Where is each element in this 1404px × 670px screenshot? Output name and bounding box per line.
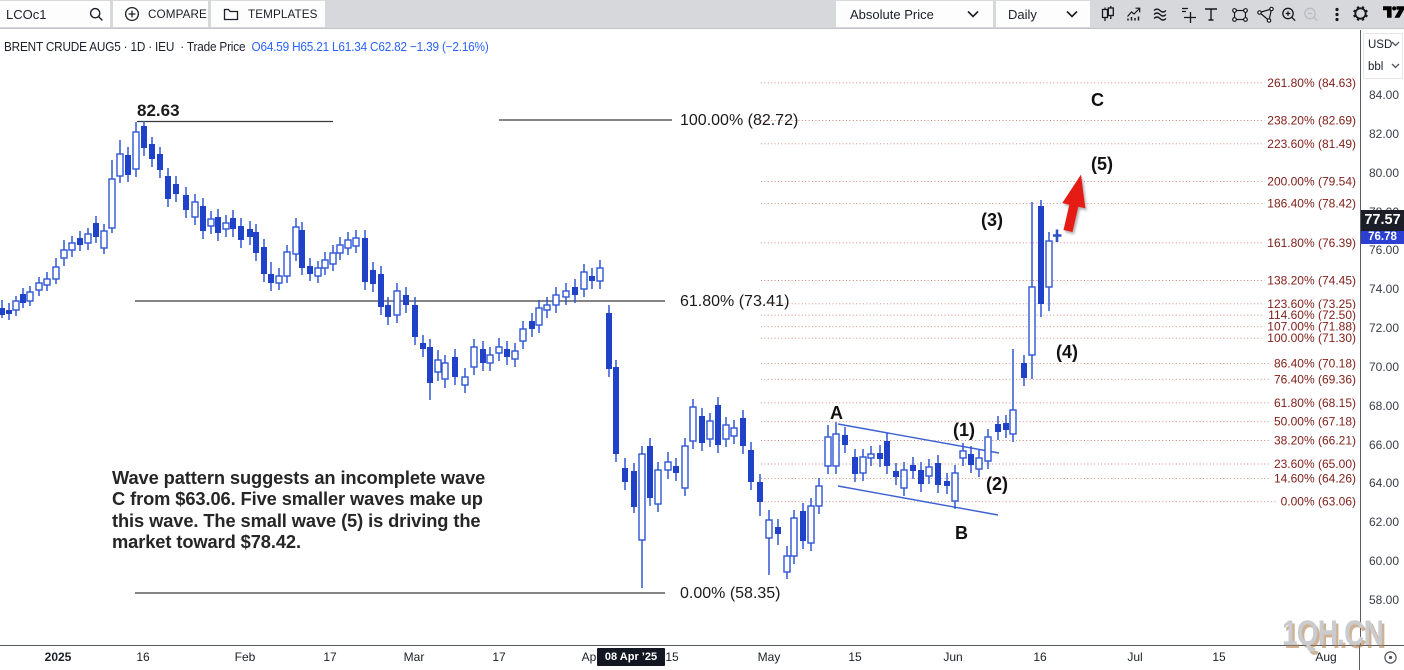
svg-text:50.00% (67.18): 50.00% (67.18) bbox=[1274, 415, 1356, 429]
svg-text:161.80% (76.39): 161.80% (76.39) bbox=[1267, 236, 1356, 250]
svg-text:100.00% (71.30): 100.00% (71.30) bbox=[1267, 331, 1356, 345]
svg-text:0.00% (58.35): 0.00% (58.35) bbox=[680, 585, 781, 602]
svg-text:61.80% (73.41): 61.80% (73.41) bbox=[680, 293, 789, 310]
svg-text:238.20% (82.69): 238.20% (82.69) bbox=[1267, 114, 1356, 128]
svg-text:(4): (4) bbox=[1056, 342, 1078, 362]
svg-text:38.20% (66.21): 38.20% (66.21) bbox=[1274, 434, 1356, 448]
svg-text:100.00% (82.72): 100.00% (82.72) bbox=[680, 112, 798, 129]
svg-text:C: C bbox=[1091, 90, 1104, 110]
svg-text:A: A bbox=[830, 403, 843, 423]
svg-text:223.60% (81.49): 223.60% (81.49) bbox=[1267, 137, 1356, 151]
svg-text:261.80% (84.63): 261.80% (84.63) bbox=[1267, 76, 1356, 90]
svg-text:123.60% (73.25): 123.60% (73.25) bbox=[1267, 297, 1356, 311]
svg-text:186.40% (78.42): 186.40% (78.42) bbox=[1267, 196, 1356, 210]
svg-text:23.60% (65.00): 23.60% (65.00) bbox=[1274, 457, 1356, 471]
svg-text:0.00% (63.06): 0.00% (63.06) bbox=[1281, 495, 1356, 509]
svg-text:107.00% (71.88): 107.00% (71.88) bbox=[1267, 320, 1356, 334]
svg-text:B: B bbox=[955, 523, 968, 543]
svg-text:61.80% (68.15): 61.80% (68.15) bbox=[1274, 396, 1356, 410]
svg-text:(2): (2) bbox=[986, 474, 1008, 494]
svg-text:114.60% (72.50): 114.60% (72.50) bbox=[1268, 308, 1356, 322]
svg-text:200.00% (79.54): 200.00% (79.54) bbox=[1267, 175, 1356, 189]
svg-text:(3): (3) bbox=[981, 210, 1003, 230]
svg-text:(5): (5) bbox=[1091, 154, 1113, 174]
svg-text:138.20% (74.45): 138.20% (74.45) bbox=[1267, 274, 1356, 288]
svg-text:82.63: 82.63 bbox=[137, 101, 180, 120]
svg-text:76.40% (69.36): 76.40% (69.36) bbox=[1274, 372, 1356, 386]
svg-text:(1): (1) bbox=[953, 420, 975, 440]
svg-text:86.40% (70.18): 86.40% (70.18) bbox=[1274, 356, 1356, 370]
svg-text:14.60% (64.26): 14.60% (64.26) bbox=[1274, 471, 1356, 485]
